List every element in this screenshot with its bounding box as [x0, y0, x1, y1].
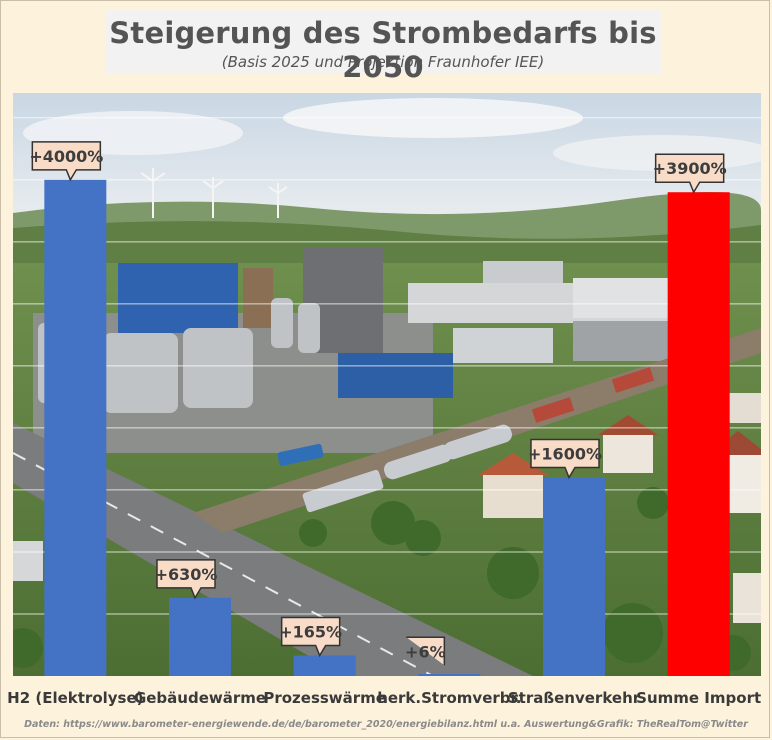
category-label: Prozesswärme — [263, 689, 386, 707]
data-label: +6% — [405, 642, 446, 661]
gridlines — [13, 117, 761, 615]
data-label-callouts: +4000% +630% +165% +6% +1600% +3900% — [29, 141, 727, 666]
category-label: Straßenverkehr — [508, 689, 641, 707]
category-label: Summe Import — [636, 689, 761, 707]
callout-box — [530, 438, 600, 480]
bar — [543, 477, 605, 676]
bar — [293, 655, 356, 676]
bar — [418, 674, 481, 676]
callout-box — [280, 616, 341, 658]
data-label-callout: +6% — [405, 636, 446, 666]
callout-box — [654, 153, 725, 194]
title-box: Steigerung des Strombedarfs bis 2050 (Ba… — [105, 10, 661, 84]
category-labels: H2 (Elektrolyse)GebäudewärmeProzesswärme… — [7, 689, 761, 707]
data-label-callout: +4000% — [29, 141, 103, 182]
data-label-callout: +165% — [279, 616, 342, 658]
callout-box — [406, 636, 446, 666]
data-label: +630% — [155, 565, 218, 584]
bars — [44, 179, 730, 677]
data-label-callout: +1600% — [528, 438, 602, 480]
bar — [667, 192, 730, 676]
data-label: +4000% — [29, 147, 103, 166]
callout-box — [31, 141, 102, 182]
bar — [44, 179, 107, 677]
data-label-callout: +3900% — [653, 153, 727, 194]
category-label: herk.Stromverbr. — [377, 689, 521, 707]
source-footer: Daten: https://www.barometer-energiewend… — [24, 719, 748, 730]
category-label: Gebäudewärme — [134, 689, 266, 707]
callout-box — [156, 559, 216, 600]
chart-title: Steigerung des Strombedarfs bis 2050 — [109, 16, 657, 84]
bar — [169, 597, 231, 676]
data-label: +1600% — [528, 445, 602, 464]
chart-subtitle: (Basis 2025 und Projektion Fraunhofer IE… — [221, 53, 545, 71]
category-label: H2 (Elektrolyse) — [7, 689, 143, 707]
data-label: +165% — [279, 623, 342, 642]
data-label: +3900% — [653, 159, 727, 178]
data-label-callout: +630% — [155, 559, 218, 600]
